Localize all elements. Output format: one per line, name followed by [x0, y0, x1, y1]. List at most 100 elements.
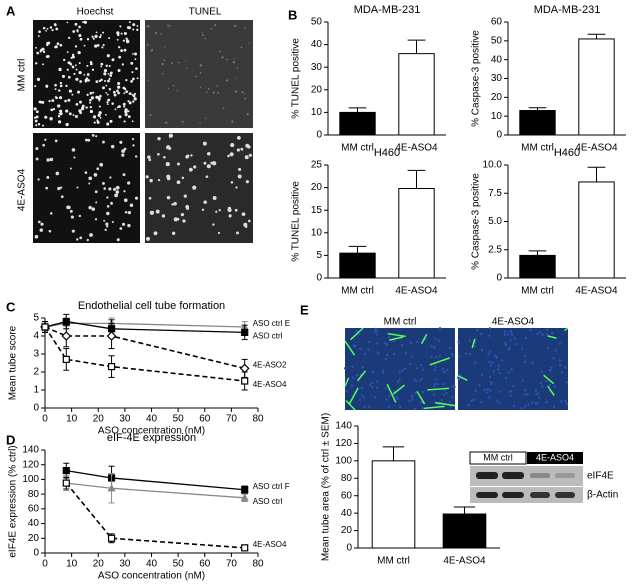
cell — [136, 28, 139, 32]
cell — [199, 64, 202, 67]
cell — [111, 102, 114, 105]
nucleus — [494, 354, 497, 357]
cell — [243, 93, 246, 95]
cell — [54, 83, 57, 87]
nucleus — [495, 399, 499, 402]
cell — [207, 151, 211, 156]
nucleus — [363, 405, 366, 409]
series-label: 4E-ASO4 — [253, 540, 287, 549]
cell — [123, 87, 127, 91]
cell — [38, 30, 41, 34]
cell — [108, 187, 112, 191]
cell — [185, 60, 187, 62]
marker — [62, 479, 70, 487]
cell — [115, 190, 120, 194]
nucleus — [478, 383, 481, 387]
cell — [97, 113, 101, 118]
nucleus — [396, 380, 400, 384]
x-tick-label: 30 — [119, 414, 131, 425]
y-axis-label: eIF4E expression (% ctrl) — [8, 445, 19, 557]
cell — [34, 234, 39, 239]
cell — [177, 162, 180, 166]
row-label: MM ctrl — [17, 59, 28, 92]
cell — [95, 80, 99, 84]
nucleus — [355, 329, 359, 333]
panel-label: C — [6, 299, 16, 314]
marker — [61, 331, 72, 341]
series-line — [44, 322, 245, 328]
nucleus — [560, 400, 563, 403]
cell — [44, 138, 47, 141]
cell — [100, 65, 103, 68]
cell — [232, 61, 235, 64]
nucleus — [464, 352, 468, 355]
cell — [226, 79, 229, 82]
cell — [120, 32, 123, 35]
cell — [125, 37, 128, 40]
x-tick-label: 60 — [199, 414, 211, 425]
cell — [58, 67, 62, 72]
nucleus — [524, 405, 527, 408]
series-line — [66, 482, 245, 499]
cell — [233, 58, 236, 60]
chart-title: H460 — [374, 147, 400, 159]
cell — [132, 28, 135, 31]
cell — [109, 176, 112, 179]
chart-title: H460 — [554, 147, 580, 159]
marker — [241, 377, 249, 385]
cell — [66, 21, 69, 24]
nucleus — [553, 385, 557, 388]
tube — [387, 332, 406, 338]
cell — [87, 138, 91, 142]
cell — [248, 153, 252, 157]
cell — [96, 120, 100, 124]
nucleus — [498, 390, 501, 393]
cell — [173, 202, 177, 206]
nucleus — [507, 371, 510, 374]
cell — [128, 101, 132, 105]
cell — [42, 26, 46, 30]
cell — [235, 90, 238, 93]
y-axis-label: Mean tube score — [8, 325, 19, 400]
cell — [81, 104, 85, 108]
nucleus — [509, 330, 513, 334]
x-tick-label: 0 — [42, 559, 48, 570]
nucleus — [404, 352, 408, 355]
nucleus — [488, 360, 491, 364]
cell — [54, 139, 58, 143]
cell — [145, 175, 149, 179]
nucleus — [411, 355, 414, 358]
cell — [73, 72, 76, 76]
bar — [398, 188, 435, 279]
cell — [45, 186, 49, 190]
nucleus — [524, 388, 527, 392]
cell — [91, 133, 95, 137]
nucleus — [468, 339, 472, 342]
nucleus — [552, 405, 556, 408]
cell — [127, 181, 131, 185]
cell — [69, 209, 73, 213]
cell — [63, 58, 66, 62]
cell — [98, 105, 101, 108]
nucleus — [489, 389, 492, 392]
marker — [240, 493, 249, 501]
cell — [131, 71, 134, 74]
cell — [71, 55, 75, 59]
nucleus — [400, 344, 404, 347]
cell — [181, 176, 185, 180]
nucleus — [552, 357, 555, 360]
cell — [45, 55, 49, 59]
y-tick-label: 15 — [311, 205, 323, 216]
cell — [206, 164, 211, 169]
nucleus — [413, 407, 417, 411]
nucleus — [408, 400, 411, 403]
marker — [107, 534, 116, 542]
nucleus — [345, 389, 348, 393]
cell — [215, 210, 218, 213]
cell — [122, 39, 125, 42]
marker — [241, 486, 249, 494]
cell — [93, 121, 96, 124]
cell — [46, 41, 49, 45]
marker — [239, 363, 250, 374]
